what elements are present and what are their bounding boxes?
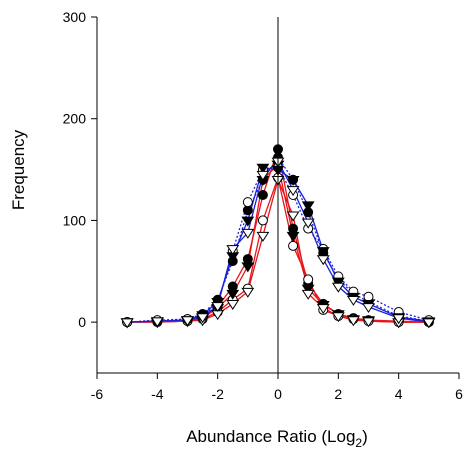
data-point [211, 302, 225, 313]
x-axis-label: Abundance Ratio (Log2) [186, 427, 368, 450]
data-point [241, 216, 255, 227]
data-point [422, 318, 436, 329]
data-point [331, 282, 345, 293]
data-point [196, 313, 210, 324]
data-point [256, 170, 270, 181]
data-point [301, 289, 315, 300]
data-point [331, 312, 345, 323]
data-point [362, 317, 375, 328]
y-tick-label: 200 [63, 111, 87, 127]
data-point [226, 245, 240, 256]
data-point [227, 281, 238, 292]
data-point [288, 223, 299, 234]
data-point [150, 317, 164, 328]
x-tick-label: 2 [334, 386, 342, 402]
x-tick-label: -4 [151, 386, 164, 402]
x-tick-label: 0 [274, 386, 282, 402]
data-point [257, 215, 268, 226]
data-point [286, 175, 300, 186]
data-point [301, 218, 315, 229]
y-tick-label: 100 [63, 212, 87, 228]
data-point [346, 295, 360, 306]
data-point [256, 163, 270, 174]
data-point [316, 255, 330, 266]
y-axis-label: Frequency [9, 129, 28, 210]
data-point [241, 228, 255, 239]
data-point [286, 231, 300, 242]
data-point [226, 289, 240, 300]
data-point [303, 274, 314, 285]
data-point [392, 314, 406, 325]
series-markers [120, 157, 436, 329]
data-point [301, 201, 315, 212]
data-point [362, 303, 375, 314]
y-tick-label: 0 [78, 314, 86, 330]
data-point [226, 300, 240, 310]
data-point [316, 304, 330, 315]
data-point [286, 186, 300, 197]
x-tick-label: 4 [395, 386, 403, 402]
data-point [241, 262, 255, 273]
x-tick-label: -6 [91, 386, 104, 402]
data-point [346, 316, 360, 327]
data-point [288, 240, 299, 251]
data-point [120, 318, 134, 329]
x-tick-label: 6 [455, 386, 463, 402]
data-point [257, 190, 268, 200]
data-point [331, 277, 345, 288]
data-point [241, 287, 255, 298]
data-point [256, 231, 270, 242]
x-tick-label: -2 [211, 386, 224, 402]
data-point [181, 316, 194, 327]
y-tick-label: 300 [63, 9, 87, 25]
data-point [242, 197, 253, 208]
data-point [316, 247, 330, 258]
data-point [242, 254, 253, 265]
ticks-layer: -6 -4 -2 0 2 4 6 0 100 200 300 [63, 9, 463, 402]
data-point [301, 284, 315, 295]
data-point [286, 211, 300, 222]
axes-layer [96, 17, 459, 374]
data-point [363, 291, 374, 302]
